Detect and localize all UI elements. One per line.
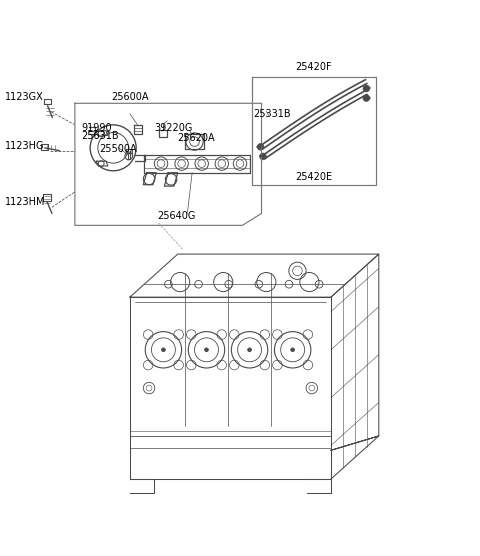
Circle shape (161, 348, 165, 352)
Text: 25420E: 25420E (295, 172, 332, 182)
Text: 25620A: 25620A (177, 133, 215, 143)
Text: 25600A: 25600A (112, 92, 149, 102)
Circle shape (363, 95, 370, 101)
Text: 1123GX: 1123GX (4, 92, 43, 102)
Text: 25500A: 25500A (99, 144, 136, 154)
Text: 25640G: 25640G (157, 211, 196, 221)
Text: 25331B: 25331B (253, 110, 290, 120)
Text: 1123HM: 1123HM (4, 197, 45, 207)
Text: 25420F: 25420F (295, 62, 332, 72)
Text: 25631B: 25631B (81, 131, 119, 141)
Text: 1123HG: 1123HG (4, 141, 44, 151)
Circle shape (291, 348, 295, 352)
Circle shape (260, 153, 266, 160)
Circle shape (248, 348, 252, 352)
Text: 39220G: 39220G (155, 123, 193, 133)
Text: 91990: 91990 (81, 123, 112, 133)
Circle shape (363, 85, 370, 92)
Circle shape (257, 143, 264, 150)
Circle shape (204, 348, 208, 352)
